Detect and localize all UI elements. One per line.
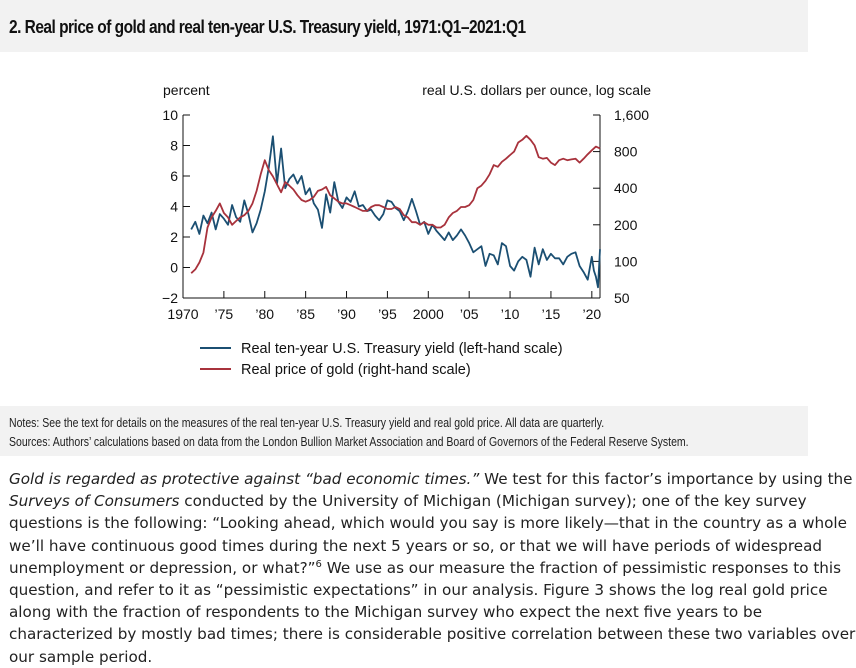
- x-tick-label: ’75: [215, 306, 234, 322]
- notes-line: Notes: See the text for details on the m…: [9, 416, 605, 430]
- sources-line: Sources: Authors’ calculations based on …: [9, 435, 689, 449]
- right-tick-label: 1,600: [614, 107, 649, 123]
- legend-label: Real price of gold (right-hand scale): [241, 362, 471, 378]
- x-tick-label: 2000: [413, 306, 444, 322]
- article-emphasis-survey: Surveys of Consumers: [9, 492, 180, 511]
- x-tick-label: ’95: [378, 306, 397, 322]
- right-tick-label: 100: [614, 253, 638, 269]
- left-tick-label: −2: [162, 290, 178, 306]
- left-axis-label: percent: [163, 82, 210, 98]
- x-tick-label: ’90: [337, 306, 356, 322]
- left-tick-label: 4: [170, 199, 178, 215]
- right-axis-label: real U.S. dollars per ounce, log scale: [422, 82, 651, 98]
- left-tick-label: 2: [170, 229, 178, 245]
- x-tick-label: ’80: [255, 306, 274, 322]
- x-tick-label: ’85: [296, 306, 315, 322]
- x-tick-label: ’05: [460, 306, 479, 322]
- footnote-ref[interactable]: 6: [315, 558, 322, 570]
- chart-panel: percent real U.S. dollars per ounce, log…: [0, 52, 808, 406]
- article-text-1: We test for this factor’s importance by …: [479, 470, 853, 488]
- figure-title: 2. Real price of gold and real ten-year …: [9, 17, 526, 37]
- axes: 10 8 6 4 2 0 −2 1,600 800 400 200 100 50 1970 ’75 ’80 ’8…: [162, 107, 649, 322]
- series-lines: [190, 134, 601, 289]
- left-tick-label: 6: [170, 168, 178, 184]
- gold-price-line: [190, 134, 601, 274]
- legend-label: Real ten-year U.S. Treasury yield (left-…: [241, 341, 563, 357]
- right-tick-label: 800: [614, 144, 638, 160]
- x-tick-label: ’20: [582, 306, 601, 322]
- left-tick-label: 8: [170, 138, 178, 154]
- right-tick-label: 200: [614, 217, 638, 233]
- legend: Real ten-year U.S. Treasury yield (left-…: [200, 341, 563, 378]
- treasury-yield-line: [190, 135, 601, 289]
- x-tick-label: ’10: [501, 306, 520, 322]
- left-tick-label: 10: [162, 107, 178, 123]
- chart: percent real U.S. dollars per ounce, log…: [162, 82, 651, 378]
- x-tick-label: ’15: [542, 306, 561, 322]
- right-tick-label: 50: [614, 290, 630, 306]
- figure-panel: 2. Real price of gold and real ten-year …: [0, 0, 808, 456]
- article-emphasis-lead: Gold is regarded as protective against “…: [9, 470, 480, 488]
- right-tick-label: 400: [614, 180, 638, 196]
- figure-notes: Notes: See the text for details on the m…: [9, 414, 689, 452]
- article-text-2: conducted by the University of Michigan …: [9, 492, 847, 577]
- article-paragraph: Gold is regarded as protective against “…: [9, 468, 856, 668]
- x-tick-label: 1970: [167, 306, 198, 322]
- left-tick-label: 0: [170, 260, 178, 276]
